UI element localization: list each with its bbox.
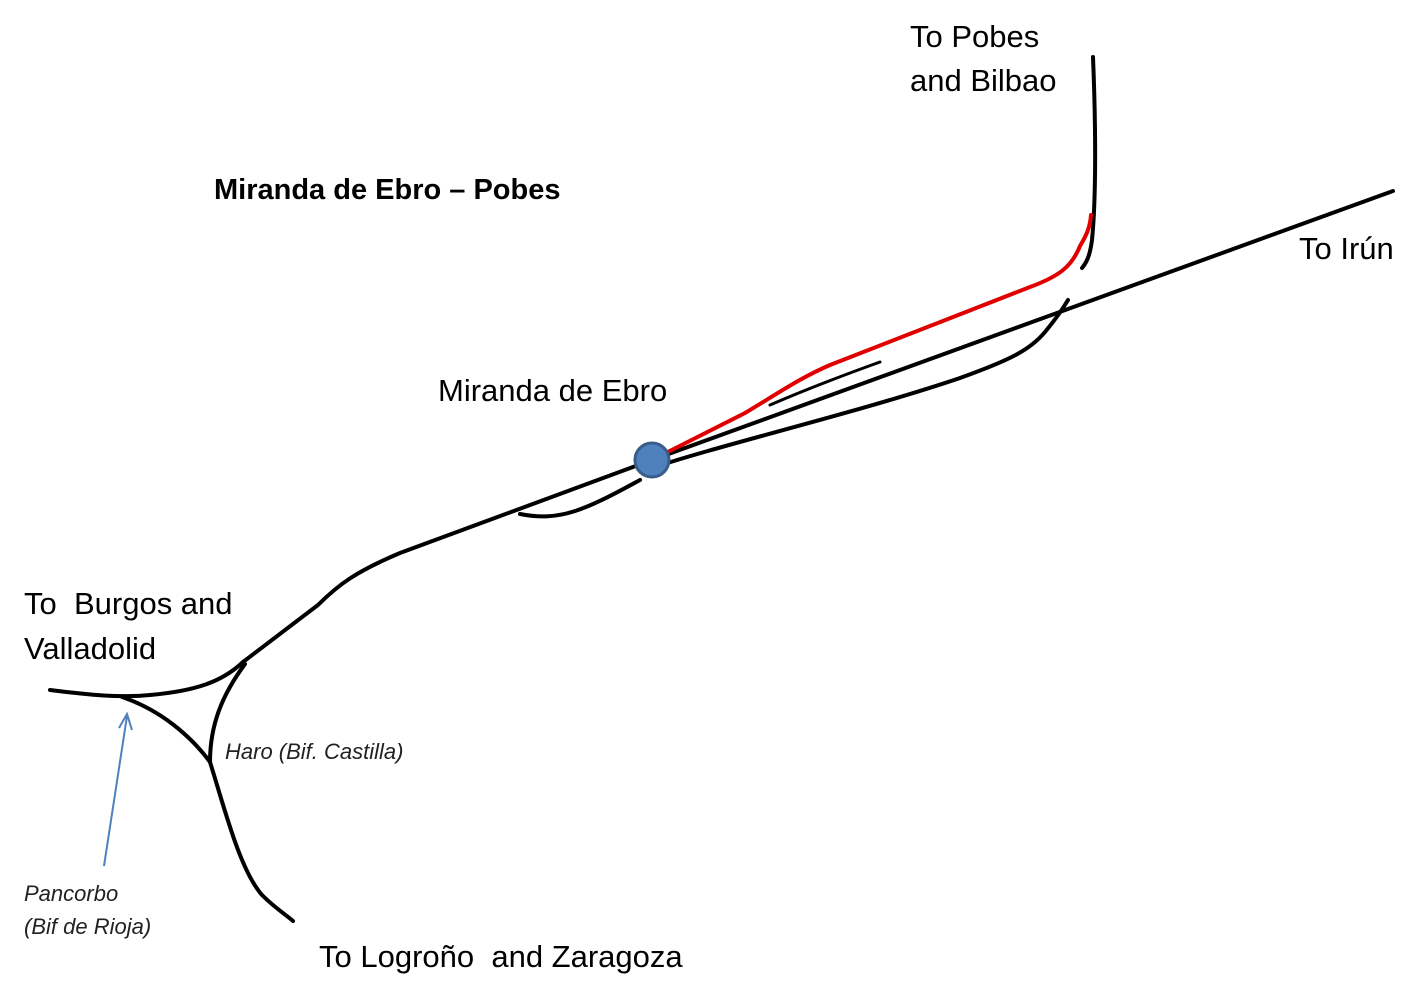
pancorbo-arrowhead-icon xyxy=(118,711,133,731)
main-line-track xyxy=(241,189,1395,664)
destination-pobes-label-line1: To Pobes xyxy=(910,19,1040,54)
haro-junction-label: Haro (Bif. Castilla) xyxy=(225,739,404,764)
highlighted-route-miranda-pobes xyxy=(650,213,1093,462)
destination-irun-label: To Irún xyxy=(1299,231,1394,266)
south-parallel-track xyxy=(650,298,1070,470)
pancorbo-pointer-arrow xyxy=(103,715,128,867)
destination-burgos-label-line2: Valladolid xyxy=(24,631,157,666)
miranda-station-marker xyxy=(633,441,671,479)
pancorbo-junction-label-line2: (Bif de Rioja) xyxy=(24,914,152,939)
station-name-label: Miranda de Ebro xyxy=(438,373,668,408)
pancorbo-junction-label-line1: Pancorbo xyxy=(24,881,119,906)
pancorbo-curve-track xyxy=(120,695,212,764)
diagram-title: Miranda de Ebro – Pobes xyxy=(214,174,561,206)
destination-pobes-label-line2: and Bilbao xyxy=(910,63,1057,98)
logrono-branch-track xyxy=(207,662,295,923)
destination-burgos-label-line1: To Burgos and xyxy=(24,586,233,621)
bilbao-branch-track xyxy=(1080,55,1098,270)
destination-logrono-label: To Logroño and Zaragoza xyxy=(319,939,683,974)
west-siding-track xyxy=(518,478,642,519)
burgos-approach-track xyxy=(48,660,245,699)
bilbao-chord-track xyxy=(768,360,882,407)
